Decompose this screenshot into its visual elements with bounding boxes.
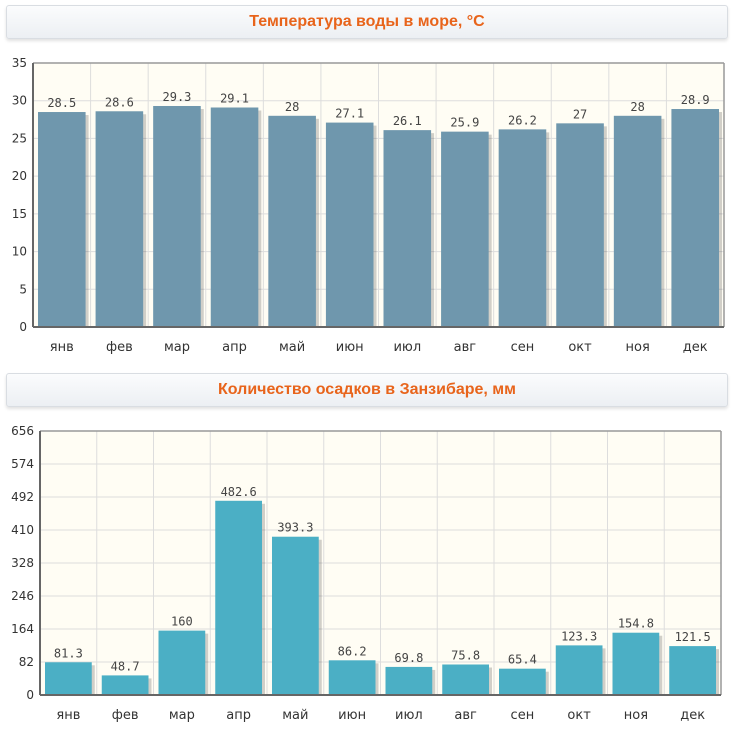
temperature-data-label: 28 — [285, 100, 299, 114]
precipitation-data-label: 75.8 — [451, 648, 480, 662]
precipitation-y-tick-label: 492 — [11, 490, 34, 504]
temperature-data-label: 27.1 — [335, 107, 364, 121]
temperature-y-tick-label: 20 — [12, 169, 27, 183]
temperature-x-tick-label: дек — [683, 340, 708, 355]
temperature-bar — [441, 131, 489, 327]
precipitation-data-label: 65.4 — [508, 653, 537, 667]
precipitation-bar — [499, 668, 546, 695]
precipitation-data-label: 121.5 — [675, 630, 711, 644]
temperature-bar — [498, 129, 547, 327]
precipitation-x-tick-label: сен — [511, 708, 535, 723]
temperature-bar — [210, 107, 259, 327]
temperature-data-label: 28 — [630, 100, 644, 114]
precipitation-data-label: 123.3 — [561, 629, 597, 643]
temperature-y-tick-label: 35 — [12, 56, 27, 70]
temperature-bar — [556, 123, 604, 327]
temperature-chart: 0 5 10 15 20 25 30 35 28.5 28.6 29.3 29.1 28 27.1 26.1… — [12, 56, 725, 355]
precipitation-data-label: 81.3 — [54, 646, 83, 660]
precipitation-bar — [272, 536, 319, 695]
temperature-y-tick-label: 15 — [12, 207, 27, 221]
temperature-data-label: 26.2 — [508, 113, 537, 127]
precipitation-x-tick-label: дек — [680, 708, 705, 723]
precipitation-x-tick-label: май — [282, 708, 308, 723]
temperature-data-label: 28.9 — [681, 93, 710, 107]
temperature-y-tick-label: 25 — [12, 131, 27, 145]
precipitation-bar — [555, 645, 603, 695]
precipitation-x-tick-label: ноя — [624, 708, 648, 723]
precipitation-bar — [45, 662, 92, 695]
temperature-data-label: 27 — [573, 107, 587, 121]
precipitation-x-tick-label: апр — [226, 708, 251, 723]
temperature-data-label: 29.3 — [163, 90, 192, 104]
precipitation-data-label: 393.3 — [277, 521, 313, 535]
precipitation-bar — [442, 664, 489, 695]
precipitation-bar — [612, 632, 660, 695]
precipitation-x-tick-label: янв — [56, 708, 80, 723]
precipitation-y-tick-label: 574 — [11, 457, 34, 471]
temperature-x-tick-label: ноя — [625, 340, 649, 355]
precipitation-x-tick-label: авг — [454, 708, 477, 723]
temperature-data-label: 28.5 — [47, 96, 76, 110]
precipitation-data-label: 86.2 — [338, 644, 367, 658]
temperature-bar — [153, 105, 201, 327]
temperature-data-label: 25.9 — [450, 116, 479, 130]
temperature-x-tick-label: июн — [336, 340, 364, 355]
temperature-x-tick-label: июл — [393, 340, 421, 355]
precipitation-y-tick-label: 0 — [26, 688, 34, 702]
temperature-y-tick-label: 5 — [19, 282, 27, 296]
temperature-x-tick-label: авг — [454, 340, 477, 355]
temperature-x-tick-label: мар — [164, 340, 190, 355]
temperature-x-tick-label: сен — [511, 340, 535, 355]
temperature-x-tick-label: май — [279, 340, 305, 355]
temperature-data-label: 26.1 — [393, 114, 422, 128]
temperature-bar — [671, 109, 719, 327]
precipitation-y-tick-label: 246 — [11, 589, 34, 603]
temperature-bar — [383, 130, 432, 327]
precipitation-y-tick-label: 410 — [11, 523, 34, 537]
temperature-bar — [268, 115, 316, 327]
precipitation-x-tick-label: мар — [169, 708, 195, 723]
temperature-y-tick-label: 10 — [12, 245, 27, 259]
precipitation-data-label: 154.8 — [618, 617, 654, 631]
precipitation-bar — [385, 666, 433, 695]
precipitation-bar — [101, 675, 149, 695]
temperature-y-tick-label: 0 — [19, 320, 27, 334]
temperature-bar — [613, 115, 662, 327]
temperature-x-tick-label: фев — [106, 340, 133, 355]
temperature-data-label: 28.6 — [105, 95, 134, 109]
temperature-x-tick-label: окт — [568, 340, 592, 355]
precipitation-x-tick-label: фев — [112, 708, 139, 723]
precipitation-x-tick-label: окт — [567, 708, 591, 723]
temperature-x-tick-label: апр — [222, 340, 247, 355]
precipitation-x-tick-label: июл — [395, 708, 423, 723]
precipitation-chart-title: Количество осадков в Занзибаре, мм — [6, 373, 728, 407]
precipitation-y-tick-label: 656 — [11, 424, 34, 438]
temperature-data-label: 29.1 — [220, 92, 249, 106]
precipitation-data-label: 160 — [171, 615, 193, 629]
precipitation-x-tick-label: июн — [338, 708, 366, 723]
temperature-y-tick-label: 30 — [12, 94, 27, 108]
precipitation-bar — [215, 500, 262, 695]
temperature-x-tick-label: янв — [50, 340, 74, 355]
precipitation-y-tick-label: 82 — [19, 655, 34, 669]
precipitation-data-label: 69.8 — [394, 651, 423, 665]
precipitation-data-label: 482.6 — [221, 485, 257, 499]
precipitation-bar — [328, 660, 376, 695]
temperature-bar — [95, 111, 144, 327]
temperature-bar — [38, 112, 86, 328]
precipitation-bar — [669, 646, 716, 695]
precipitation-bar — [158, 630, 206, 695]
precipitation-y-tick-label: 164 — [11, 622, 34, 636]
precipitation-y-tick-label: 328 — [11, 556, 34, 570]
temperature-bar — [325, 122, 374, 328]
precipitation-chart: 0 82 164 246 328 410 492 574 656 81.3 48.7 160 482.6… — [11, 424, 722, 723]
temperature-chart-title: Температура воды в море, °C — [6, 5, 728, 39]
precipitation-data-label: 48.7 — [111, 659, 140, 673]
